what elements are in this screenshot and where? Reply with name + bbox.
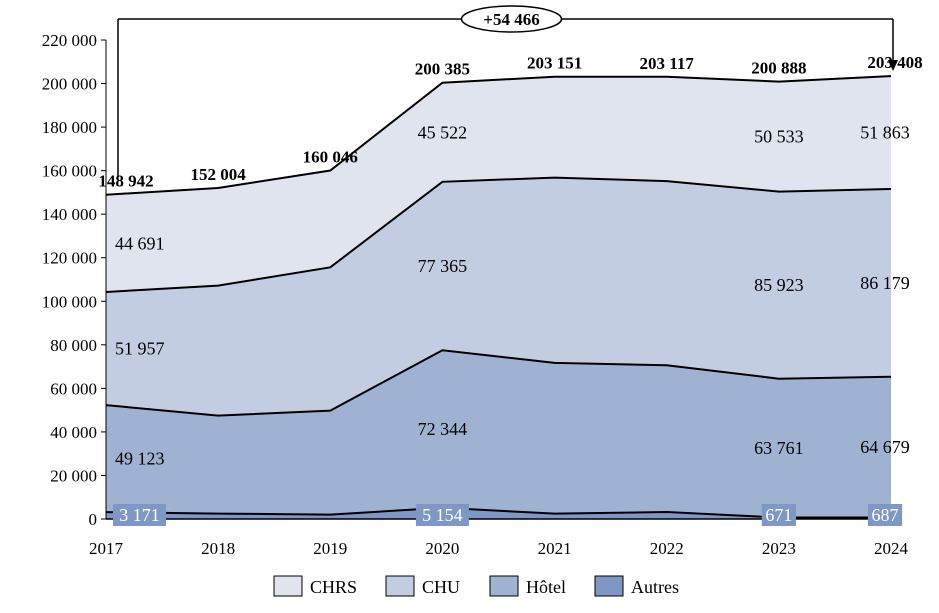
x-tick-label: 2024 [874,539,909,558]
segment-value-label: 63 761 [754,438,804,458]
y-tick-label: 20 000 [50,466,97,485]
segment-value-label: 77 365 [418,256,468,276]
segment-value-label: 45 522 [418,122,468,142]
area-chrs [106,76,891,292]
area-chu [106,177,891,416]
y-tick-label: 60 000 [50,379,97,398]
area-htel [106,350,891,518]
y-tick-label: 200 000 [42,75,97,94]
segment-value-label: 72 344 [418,419,468,439]
legend-swatch [385,575,415,597]
total-labels: 148 942 152 004 160 046 200 385 203 151 203 1… [98,53,922,191]
segment-value-label: 51 863 [860,123,910,143]
area-autres [106,507,891,519]
autres-value-label: 687 [872,505,899,525]
total-value-label: 203 117 [640,54,695,73]
y-tick-label: 80 000 [50,336,97,355]
segment-value-label: 44 691 [115,233,165,253]
autres-value-label: 5 154 [422,505,463,525]
segment-value-label: 51 957 [115,339,165,359]
autres-label-box [761,504,796,526]
y-tick-label: 40 000 [50,423,97,442]
total-value-label: 203 151 [527,54,582,73]
y-axis: 0 20 000 40 000 60 000 80 000 100 000 120 000 1… [42,31,107,529]
y-tick-label: 140 000 [42,205,97,224]
legend-swatch [594,575,624,597]
line-chu [105,176,892,293]
y-tick-label: 180 000 [42,118,97,137]
annotation-oval [460,5,563,33]
area-layers [105,75,892,519]
line-htel [105,349,892,417]
segment-labels: 3 171 5 154 671 687 49 123 72 344 63 761 64 679… [113,122,910,526]
y-tick-label: 120 000 [42,249,97,268]
annotation-text: +54 466 [483,10,539,29]
x-tick-label: 2023 [762,539,796,558]
legend-label: Hôtel [526,577,566,597]
total-value-label: 160 046 [303,148,358,167]
segment-value-label: 86 179 [860,273,910,293]
total-value-label: 200 385 [415,60,470,79]
autres-value-label: 3 171 [119,505,160,525]
legend-label: CHU [422,577,460,597]
y-tick-label: 100 000 [42,292,97,311]
x-axis: 2017 2018 2019 2020 2021 2022 2023 2024 [89,518,909,558]
arrow-head-icon [888,60,898,71]
total-value-label: 148 942 [98,172,153,191]
segment-value-label: 49 123 [115,449,165,469]
autres-value-label: 671 [765,505,792,525]
x-tick-label: 2020 [425,539,459,558]
legend: CHRS CHU Hôtel Autres [273,575,679,597]
y-tick-label: 220 000 [42,31,97,50]
line-autres [105,506,891,519]
segment-value-label: 50 533 [754,127,804,147]
total-value-label: 200 888 [751,59,806,78]
growth-annotation: +54 466 [117,5,898,177]
segment-value-label: 85 923 [754,275,804,295]
legend-label: CHRS [310,577,357,597]
autres-label-box [415,504,469,526]
legend-swatch [489,575,519,597]
x-tick-label: 2019 [313,539,347,558]
x-tick-label: 2021 [538,539,572,558]
y-tick-label: 160 000 [42,162,97,181]
legend-swatch [273,575,303,597]
y-tick-label: 0 [89,510,98,529]
total-value-label: 152 004 [191,165,247,184]
line-chrs [105,75,892,196]
x-tick-label: 2022 [650,539,684,558]
legend-label: Autres [631,577,679,597]
x-tick-label: 2018 [201,539,235,558]
x-tick-label: 2017 [89,539,124,558]
autres-label-box [113,504,166,526]
segment-value-label: 64 679 [860,437,910,457]
autres-label-box [867,504,903,526]
